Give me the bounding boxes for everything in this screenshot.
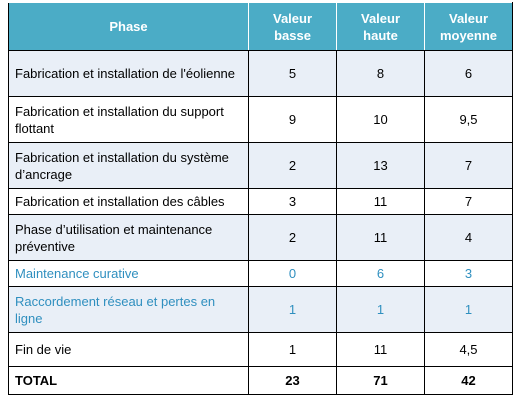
row: Fin de vie 1 11 4,5 [8,332,513,367]
cell: 11 [336,188,425,215]
cell: 23 [248,366,337,395]
cell: 1 [424,286,513,333]
cell: 1 [336,286,425,333]
row: Fabrication et installation du système d… [8,142,513,189]
cell: 3 [424,260,513,287]
cell: 6 [336,260,425,287]
table-body: Fabrication et installation de l'éolienn… [8,50,513,395]
cell: 5 [248,50,337,97]
cell: 4,5 [424,332,513,367]
cell: 0 [248,260,337,287]
cell: Maintenance curative [8,260,249,287]
cell: 1 [248,286,337,333]
cell: 42 [424,366,513,395]
cell: 9,5 [424,96,513,143]
cell: TOTAL [8,366,249,395]
cell: Phase d’utilisation et maintenance préve… [8,214,249,261]
data-table: Phase Valeur basse Valeur haute Valeur m… [8,2,513,395]
cell: 2 [248,142,337,189]
cell: 2 [248,214,337,261]
total-row: TOTAL 23 71 42 [8,366,513,395]
header-row: Phase Valeur basse Valeur haute Valeur m… [8,2,513,51]
row: Phase d’utilisation et maintenance préve… [8,214,513,261]
cell: Raccordement réseau et pertes en ligne [8,286,249,333]
cell: Fabrication et installation du support f… [8,96,249,143]
cell: Fabrication et installation des câbles [8,188,249,215]
cell: 4 [424,214,513,261]
cell: 71 [336,366,425,395]
row: Fabrication et installation de l'éolienn… [8,50,513,97]
cell: 10 [336,96,425,143]
cell: 13 [336,142,425,189]
header-cell: Phase [8,2,249,51]
cell: 9 [248,96,337,143]
cell: Fin de vie [8,332,249,367]
cell: 8 [336,50,425,97]
cell: 7 [424,188,513,215]
header-cell: Valeur basse [248,2,337,51]
row: Fabrication et installation du support f… [8,96,513,143]
cell: Fabrication et installation de l'éolienn… [8,50,249,97]
cell: 3 [248,188,337,215]
header-cell: Valeur moyenne [424,2,513,51]
row: Raccordement réseau et pertes en ligne 1 1… [8,286,513,333]
cell: 7 [424,142,513,189]
row: Maintenance curative 0 6 3 [8,260,513,287]
cell: 6 [424,50,513,97]
cell: Fabrication et installation du système d… [8,142,249,189]
row: Fabrication et installation des câbles 3 1… [8,188,513,215]
cell: 11 [336,214,425,261]
header-cell: Valeur haute [336,2,425,51]
cell: 11 [336,332,425,367]
cell: 1 [248,332,337,367]
